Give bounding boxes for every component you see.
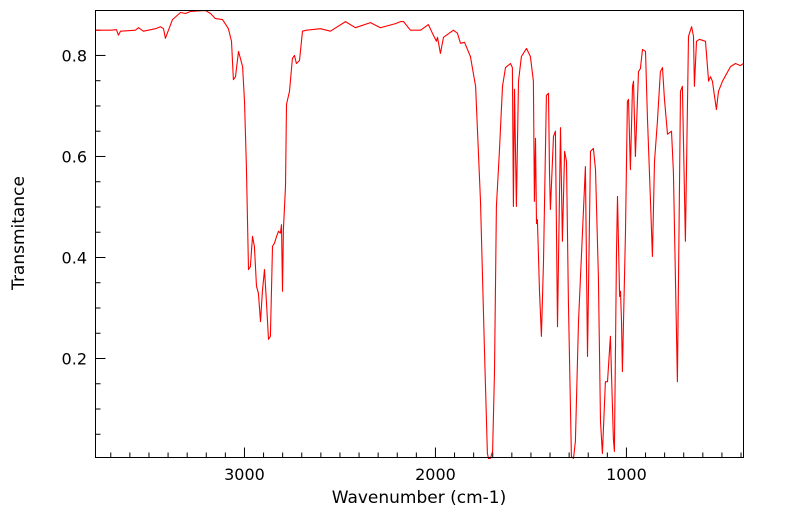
- x-tick-label: 2000: [415, 465, 456, 484]
- y-tick-label: 0.4: [62, 248, 87, 267]
- x-axis-label: Wavenumber (cm-1): [332, 488, 507, 508]
- y-tick-label: 0.2: [62, 350, 87, 369]
- x-tick-label: 1000: [606, 465, 647, 484]
- y-tick-label: 0.6: [62, 147, 87, 166]
- spectrum-line: [95, 9, 744, 460]
- axis-ticks: [95, 29, 742, 458]
- plot-frame: [95, 10, 744, 458]
- x-tick-label: 3000: [224, 465, 265, 484]
- y-tick-label: 0.8: [62, 46, 87, 65]
- y-axis-label: Transmitance: [9, 176, 29, 291]
- axis-tick-labels: 3000 2000 1000 0.2 0.4 0.6 0.8: [62, 46, 647, 484]
